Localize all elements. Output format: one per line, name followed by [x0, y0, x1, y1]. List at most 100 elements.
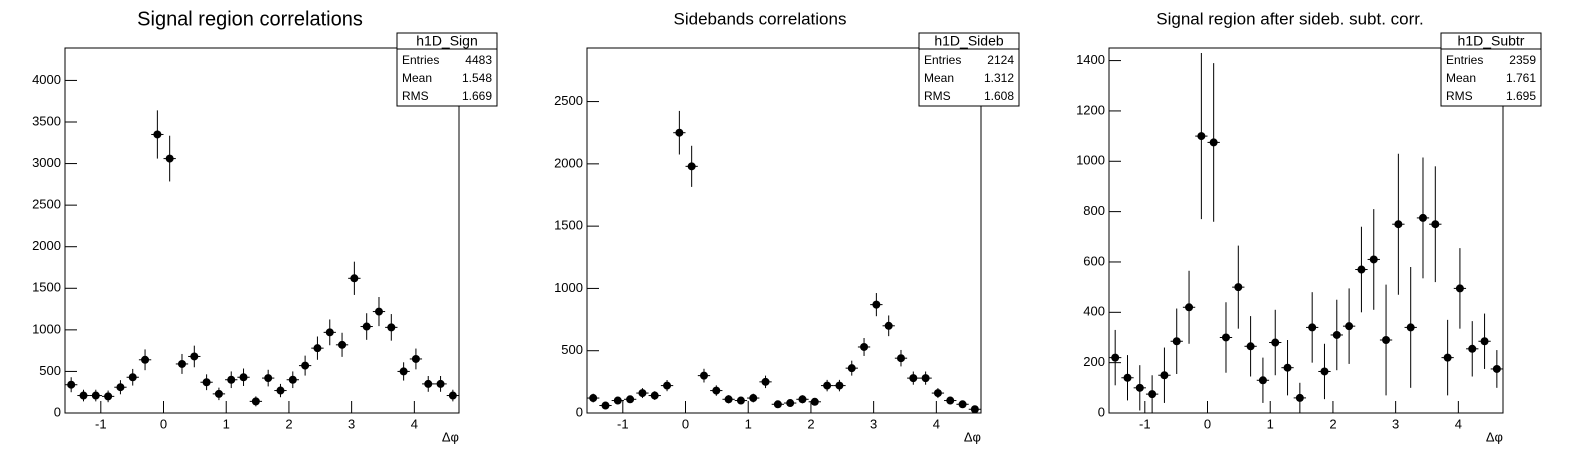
x-tick-label: 2 [285, 416, 292, 431]
y-tick-label: 1000 [554, 280, 583, 295]
data-point [946, 396, 955, 405]
stats-value: 2359 [1509, 53, 1536, 67]
data-point [1332, 330, 1341, 339]
stats-label: Entries [1446, 53, 1483, 67]
data-point [1221, 333, 1230, 342]
data-point [448, 391, 457, 400]
y-tick-label: 1000 [1076, 153, 1105, 168]
data-point [650, 391, 659, 400]
x-tick-label: -1 [1139, 416, 1151, 431]
panel: Signal region correlations05001000150020… [32, 8, 498, 444]
data-point [104, 392, 113, 401]
data-point [773, 400, 782, 409]
y-tick-label: 4000 [32, 72, 61, 87]
x-tick-label: 2 [1329, 416, 1336, 431]
data-point [872, 300, 881, 309]
x-tick-label: 1 [223, 416, 230, 431]
data-point [1246, 342, 1255, 351]
data-point [190, 352, 199, 361]
chart-title: Signal region correlations [137, 8, 363, 30]
data-point [1443, 353, 1452, 362]
data-point [141, 355, 150, 364]
y-tick-label: 1500 [32, 280, 61, 295]
data-point [958, 400, 967, 409]
y-tick-label: 0 [576, 404, 583, 419]
data-point [128, 373, 137, 382]
data-point [227, 375, 236, 384]
data-point [601, 401, 610, 410]
x-tick-label: 2 [807, 416, 814, 431]
y-tick-label: 200 [1083, 354, 1105, 369]
data-point [1172, 337, 1181, 346]
data-point [288, 375, 297, 384]
data-point [1283, 363, 1292, 372]
y-tick-label: 500 [39, 363, 61, 378]
data-point [921, 374, 930, 383]
chart-title: Signal region after sideb. subt. corr. [1156, 9, 1423, 28]
data-point [350, 274, 359, 283]
x-tick-label: 1 [745, 416, 752, 431]
markers [65, 110, 459, 407]
data-point [374, 307, 383, 316]
data-point [338, 340, 347, 349]
x-tick-label: 3 [870, 416, 877, 431]
x-axis-label: Δφ [1486, 429, 1503, 444]
data-point [264, 374, 273, 383]
data-point [1295, 393, 1304, 402]
data-point [1209, 138, 1218, 147]
stats-label: Entries [924, 53, 961, 67]
stats-label: RMS [402, 89, 429, 103]
data-point [1148, 390, 1157, 399]
data-point [736, 396, 745, 405]
y-tick-label: 1200 [1076, 102, 1105, 117]
stats-name: h1D_Sideb [934, 33, 1003, 49]
data-point [896, 354, 905, 363]
data-point [1345, 322, 1354, 331]
data-point [325, 328, 334, 337]
stats-value: 1.312 [984, 71, 1014, 85]
data-point [214, 389, 223, 398]
data-point [1406, 323, 1415, 332]
stats-name: h1D_Sign [416, 33, 478, 49]
y-tick-label: 2500 [554, 93, 583, 108]
y-tick-label: 2000 [554, 155, 583, 170]
data-point [1197, 132, 1206, 141]
data-point [638, 389, 647, 398]
y-tick-label: 3500 [32, 113, 61, 128]
stats-label: RMS [1446, 89, 1473, 103]
y-tick-label: 800 [1083, 203, 1105, 218]
data-point [1123, 373, 1132, 382]
data-point [970, 405, 979, 413]
data-point [687, 162, 696, 171]
x-tick-label: 4 [1455, 416, 1462, 431]
data-point [712, 386, 721, 395]
panel: Sidebands correlations 0 500 1000 1500 2000 25… [554, 9, 1020, 444]
data-point [835, 381, 844, 390]
data-point [1418, 213, 1427, 222]
data-point [1185, 303, 1194, 312]
data-point [810, 397, 819, 406]
y-tick-label: 1000 [32, 321, 61, 336]
stats-label: Entries [402, 53, 439, 67]
data-point [177, 359, 186, 368]
data-point [399, 367, 408, 376]
y-tick-label: 400 [1083, 304, 1105, 319]
data-point [1468, 344, 1477, 353]
data-point [424, 379, 433, 388]
data-point [798, 395, 807, 404]
data-point [1135, 383, 1144, 392]
data-point [761, 377, 770, 386]
data-point [909, 374, 918, 383]
stats-value: 2124 [987, 53, 1014, 67]
data-point [847, 364, 856, 373]
data-point [663, 381, 672, 390]
data-point [202, 378, 211, 387]
data-point [823, 381, 832, 390]
stats-frame [1440, 32, 1542, 107]
x-tick-label: 4 [411, 416, 418, 431]
data-point [116, 383, 125, 392]
x-tick-label: 0 [682, 416, 689, 431]
stats-box: h1D_Sideb Entries 2124 Mean 1.312 RMS 1.608 [918, 32, 1020, 107]
